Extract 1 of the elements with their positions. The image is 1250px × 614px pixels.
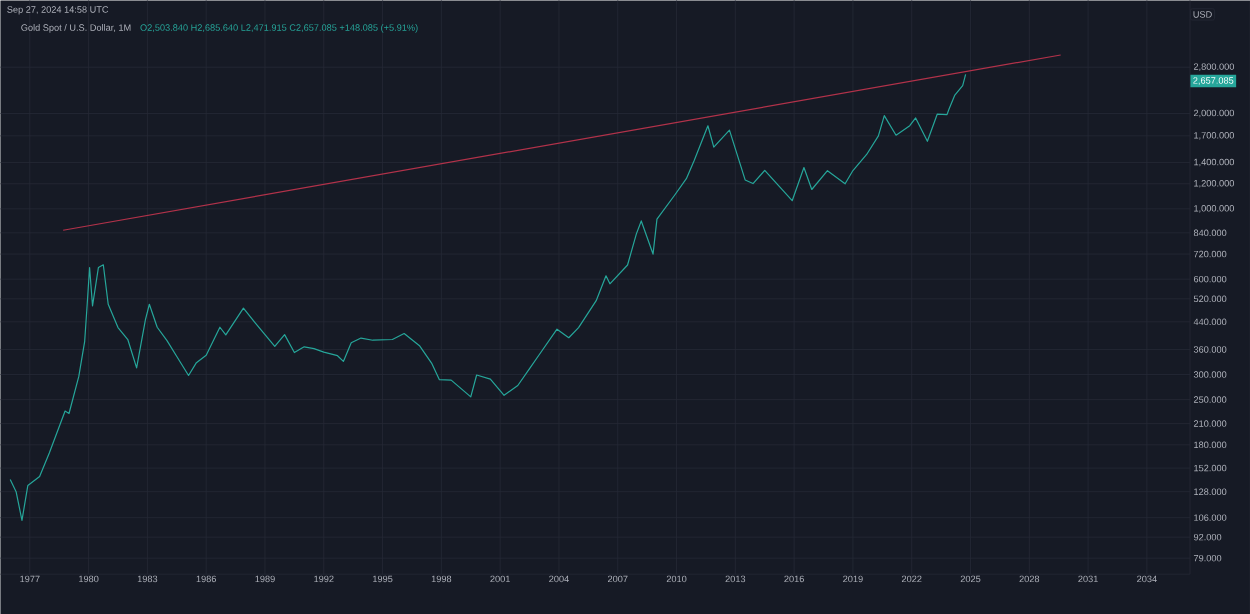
line-series [9, 73, 967, 521]
